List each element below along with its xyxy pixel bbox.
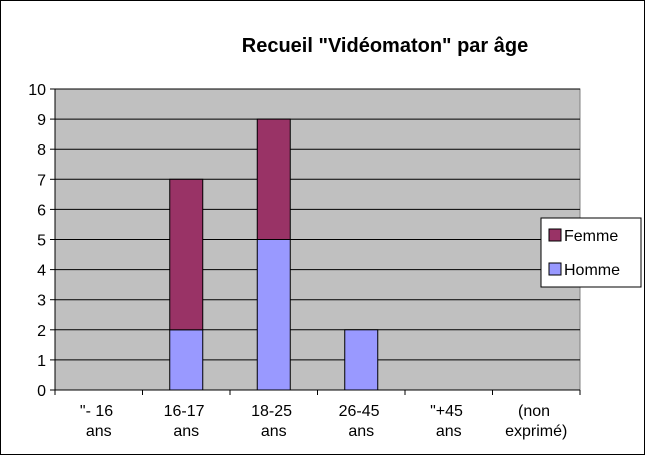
x-tick-label-line: ans	[261, 423, 287, 440]
x-tick-label: 18-25 ans	[251, 403, 296, 440]
chart-title: Recueil "Vidéomaton" par âge	[242, 35, 528, 57]
x-tick-label: "+45 ans	[430, 403, 467, 440]
legend-swatch	[548, 262, 562, 276]
x-tick-label-line: exprimé)	[505, 423, 567, 440]
y-tick-label: 4	[37, 263, 46, 280]
y-tick-label: 6	[37, 202, 46, 219]
legend-swatch	[548, 228, 562, 242]
x-tick-label-line: "- 16	[80, 403, 118, 420]
x-tick-label-line: 18-25	[251, 403, 296, 420]
y-tick-label: 3	[37, 293, 46, 310]
y-tick-label: 9	[37, 112, 46, 129]
bar-segment	[169, 329, 204, 391]
x-tick-label-line: ans	[436, 423, 462, 440]
bar-segment	[256, 118, 291, 240]
x-tick-label-line: ans	[348, 423, 374, 440]
y-tick-label: 5	[37, 233, 46, 250]
x-tick-label-line: 26-45	[339, 403, 384, 420]
x-tick-label: (non exprimé)	[505, 403, 567, 440]
x-tick-label-line: ans	[173, 423, 199, 440]
x-tick-label-line: (non	[518, 403, 554, 420]
y-tick-label: 0	[37, 383, 46, 400]
legend: Femme Homme	[540, 217, 642, 288]
x-tick-label-line: "+45	[430, 403, 467, 420]
bar-segment	[344, 329, 379, 391]
bar-segment	[256, 239, 291, 391]
x-tick-label-line: 16-17	[164, 403, 209, 420]
y-tick-label: 10	[28, 82, 46, 99]
y-tick-label: 2	[37, 323, 46, 340]
x-tick-label: 16-17 ans	[164, 403, 209, 440]
x-tick-label: "- 16 ans	[80, 403, 118, 440]
legend-label: Femme	[564, 228, 618, 245]
y-tick-label: 8	[37, 142, 46, 159]
x-tick-label-line: ans	[86, 423, 112, 440]
x-tick-label: 26-45 ans	[339, 403, 384, 440]
legend-label: Homme	[564, 262, 620, 279]
y-tick-label: 7	[37, 172, 46, 189]
bar-segment	[169, 178, 204, 331]
y-tick-label: 1	[37, 353, 46, 370]
